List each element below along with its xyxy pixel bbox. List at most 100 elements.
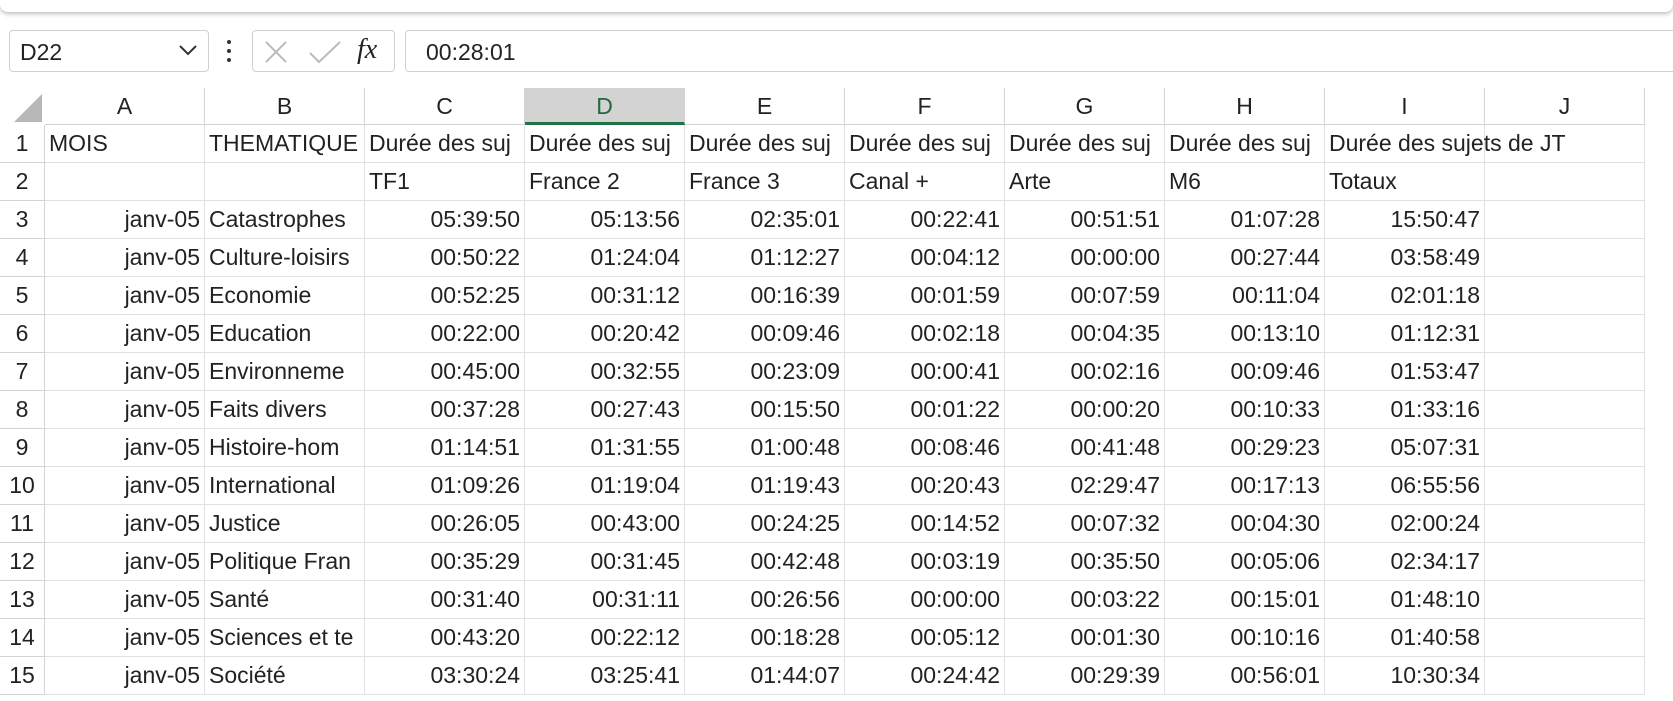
enter-icon[interactable]: [308, 39, 342, 65]
cell[interactable]: [45, 163, 205, 201]
cell[interactable]: International: [205, 467, 365, 505]
cell[interactable]: [1485, 467, 1645, 505]
insert-function[interactable]: fx: [357, 34, 378, 65]
cell[interactable]: Durée des sujets de JT: [1325, 125, 1566, 163]
cell[interactable]: 00:04:30: [1165, 505, 1325, 543]
cell[interactable]: 00:00:00: [845, 581, 1005, 619]
cell[interactable]: Durée des suj: [845, 125, 1005, 163]
row-header[interactable]: 1: [0, 125, 45, 163]
cell[interactable]: Canal +: [845, 163, 1005, 201]
cell[interactable]: 00:31:45: [525, 543, 685, 581]
cell[interactable]: 00:01:22: [845, 391, 1005, 429]
more-options[interactable]: [224, 38, 234, 64]
cell[interactable]: 03:58:49: [1325, 239, 1485, 277]
cell[interactable]: Durée des suj: [1165, 125, 1325, 163]
row-header[interactable]: 15: [0, 657, 45, 695]
cell[interactable]: Totaux: [1325, 163, 1485, 201]
cell[interactable]: 01:40:58: [1325, 619, 1485, 657]
column-header[interactable]: A: [45, 88, 205, 125]
cell[interactable]: janv-05: [45, 581, 205, 619]
column-header[interactable]: F: [845, 88, 1005, 125]
cell[interactable]: 00:43:00: [525, 505, 685, 543]
cell[interactable]: 00:43:20: [365, 619, 525, 657]
cell[interactable]: [1485, 505, 1645, 543]
cell[interactable]: 00:10:16: [1165, 619, 1325, 657]
cell[interactable]: janv-05: [45, 277, 205, 315]
cell[interactable]: 05:07:31: [1325, 429, 1485, 467]
cell[interactable]: 00:10:33: [1165, 391, 1325, 429]
cell[interactable]: 01:14:51: [365, 429, 525, 467]
cell[interactable]: Arte: [1005, 163, 1165, 201]
cell[interactable]: 00:35:50: [1005, 543, 1165, 581]
cell[interactable]: 01:19:04: [525, 467, 685, 505]
cell[interactable]: 00:31:12: [525, 277, 685, 315]
cell[interactable]: 01:09:26: [365, 467, 525, 505]
cell[interactable]: 01:31:55: [525, 429, 685, 467]
cell[interactable]: 00:05:12: [845, 619, 1005, 657]
cell[interactable]: MOIS: [45, 125, 205, 163]
cell[interactable]: Education: [205, 315, 365, 353]
cell[interactable]: [1485, 581, 1645, 619]
cell[interactable]: 00:41:48: [1005, 429, 1165, 467]
cell[interactable]: 01:12:27: [685, 239, 845, 277]
cell[interactable]: janv-05: [45, 467, 205, 505]
row-header[interactable]: 3: [0, 201, 45, 239]
cell[interactable]: 00:51:51: [1005, 201, 1165, 239]
cell[interactable]: 00:45:00: [365, 353, 525, 391]
formula-bar[interactable]: 00:28:01: [405, 30, 1673, 72]
cell[interactable]: 00:13:10: [1165, 315, 1325, 353]
cell[interactable]: 00:15:50: [685, 391, 845, 429]
cell[interactable]: Catastrophes: [205, 201, 365, 239]
cell[interactable]: janv-05: [45, 201, 205, 239]
cell[interactable]: 00:20:42: [525, 315, 685, 353]
cell[interactable]: janv-05: [45, 543, 205, 581]
cell[interactable]: 02:35:01: [685, 201, 845, 239]
cell[interactable]: Santé: [205, 581, 365, 619]
cell[interactable]: 00:26:05: [365, 505, 525, 543]
cell[interactable]: 00:02:18: [845, 315, 1005, 353]
column-header[interactable]: H: [1165, 88, 1325, 125]
cell[interactable]: 00:56:01: [1165, 657, 1325, 695]
cell[interactable]: 00:52:25: [365, 277, 525, 315]
cell[interactable]: 00:29:39: [1005, 657, 1165, 695]
cell[interactable]: 00:05:06: [1165, 543, 1325, 581]
row-header[interactable]: 12: [0, 543, 45, 581]
column-header[interactable]: G: [1005, 88, 1165, 125]
cell[interactable]: 00:22:00: [365, 315, 525, 353]
cell[interactable]: [1485, 657, 1645, 695]
cell[interactable]: [1485, 619, 1645, 657]
cell[interactable]: 00:26:56: [685, 581, 845, 619]
cell[interactable]: Sciences et te: [205, 619, 365, 657]
cell[interactable]: France 3: [685, 163, 845, 201]
column-header[interactable]: E: [685, 88, 845, 125]
cancel-icon[interactable]: [263, 39, 289, 65]
row-header[interactable]: 4: [0, 239, 45, 277]
cell[interactable]: 00:04:35: [1005, 315, 1165, 353]
row-header[interactable]: 8: [0, 391, 45, 429]
cell[interactable]: [1485, 353, 1645, 391]
cell[interactable]: 00:00:00: [1005, 239, 1165, 277]
cell[interactable]: janv-05: [45, 429, 205, 467]
cell[interactable]: 00:04:12: [845, 239, 1005, 277]
cell[interactable]: 00:00:41: [845, 353, 1005, 391]
cell[interactable]: 00:07:32: [1005, 505, 1165, 543]
row-header[interactable]: 2: [0, 163, 45, 201]
cell[interactable]: 00:31:11: [525, 581, 685, 619]
cell[interactable]: Histoire-hom: [205, 429, 365, 467]
cell[interactable]: 00:23:09: [685, 353, 845, 391]
cell[interactable]: 00:08:46: [845, 429, 1005, 467]
cell[interactable]: Economie: [205, 277, 365, 315]
cell[interactable]: [1485, 277, 1645, 315]
cell[interactable]: 01:00:48: [685, 429, 845, 467]
cell[interactable]: 00:01:30: [1005, 619, 1165, 657]
cell[interactable]: 00:17:13: [1165, 467, 1325, 505]
cell[interactable]: 10:30:34: [1325, 657, 1485, 695]
cell[interactable]: janv-05: [45, 239, 205, 277]
cell[interactable]: [1485, 429, 1645, 467]
cell[interactable]: 00:07:59: [1005, 277, 1165, 315]
cell[interactable]: 00:09:46: [685, 315, 845, 353]
cell[interactable]: 00:09:46: [1165, 353, 1325, 391]
cell[interactable]: 00:14:52: [845, 505, 1005, 543]
cell[interactable]: 00:32:55: [525, 353, 685, 391]
cell[interactable]: 03:25:41: [525, 657, 685, 695]
